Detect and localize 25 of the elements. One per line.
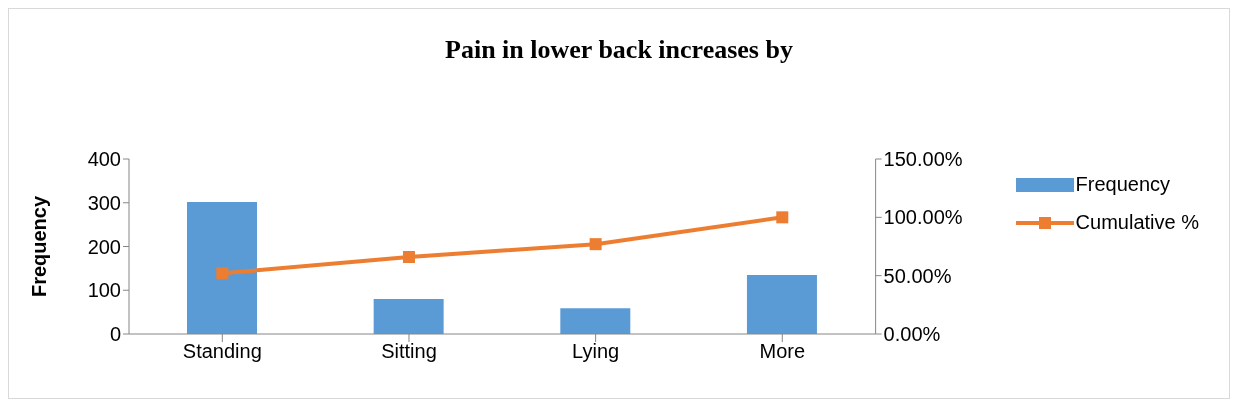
point (589, 238, 602, 251)
point (216, 267, 229, 280)
y2-tick-label: 100.00% (883, 206, 963, 229)
bar (560, 308, 631, 334)
x-tick-label: Lying (572, 340, 620, 363)
point (776, 211, 789, 224)
y-tick-label: 400 (87, 148, 121, 171)
x-tick-label: Sitting (381, 340, 437, 363)
y2-tick-label: 50.00% (883, 264, 952, 287)
y-tick-label: 200 (87, 235, 121, 258)
y2-tick-label: 150.00% (883, 148, 963, 171)
x-tick-label: Standing (182, 340, 262, 363)
x-tick-label: More (759, 340, 806, 363)
legend-label: Cumulative % (1075, 211, 1199, 234)
legend-label: Frequency (1075, 173, 1171, 196)
chart-title: Pain in lower back increases by (444, 35, 794, 65)
bar (746, 274, 817, 334)
bar (373, 299, 444, 334)
y-tick-label: 100 (87, 279, 121, 302)
y-tick-label: 0 (109, 323, 121, 346)
y-tick-label: 300 (87, 191, 121, 214)
y2-tick-label: 0.00% (883, 323, 941, 346)
bar (187, 201, 257, 334)
point (402, 251, 415, 263)
y-axis-title: Frequency (28, 195, 51, 298)
